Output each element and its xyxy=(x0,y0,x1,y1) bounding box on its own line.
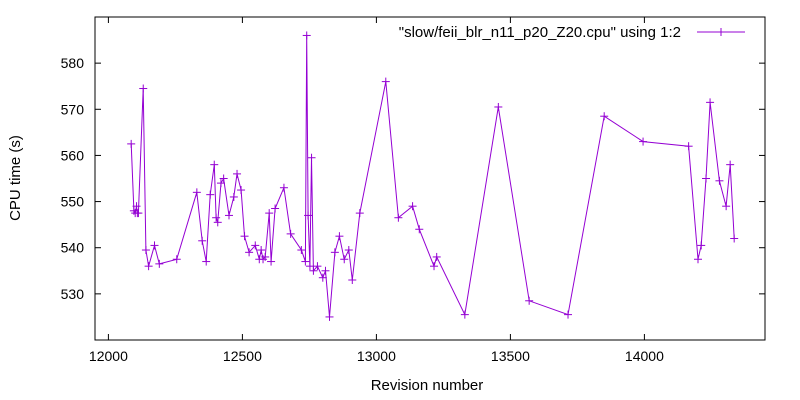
data-point xyxy=(229,192,238,201)
data-point xyxy=(206,190,215,199)
axis-tick-labels: 12000 12500 13000 13500 14000 530 540 550 560 570… xyxy=(61,55,664,364)
series-line xyxy=(130,35,735,317)
legend-marker xyxy=(717,28,725,36)
data-point xyxy=(225,211,233,220)
data-point xyxy=(335,232,344,241)
y-tick-label: 560 xyxy=(61,147,85,163)
data-point xyxy=(525,296,534,305)
data-point xyxy=(730,234,739,243)
data-point xyxy=(212,213,221,222)
data-point xyxy=(251,241,260,250)
data-point xyxy=(694,255,702,264)
data-point xyxy=(297,246,306,255)
legend-point xyxy=(717,28,725,36)
data-point xyxy=(261,252,270,261)
x-tick-label: 12000 xyxy=(89,348,128,364)
data-point xyxy=(639,137,648,146)
data-point xyxy=(198,236,207,245)
data-point xyxy=(305,262,314,271)
data-point xyxy=(144,262,153,271)
y-tick-label: 530 xyxy=(61,286,85,302)
x-axis-title: Revision number xyxy=(371,377,484,394)
x-tick-label: 12500 xyxy=(223,348,262,364)
data-point xyxy=(307,153,316,162)
data-point xyxy=(134,209,143,218)
data-point xyxy=(237,186,246,195)
y-tick-label: 570 xyxy=(61,101,85,117)
x-tick-label: 13000 xyxy=(357,348,396,364)
data-point xyxy=(394,213,403,222)
data-point xyxy=(460,310,469,319)
data-point xyxy=(344,246,353,255)
data-point xyxy=(355,209,364,218)
data-point xyxy=(564,310,573,319)
axis-ticks xyxy=(95,17,765,340)
data-point xyxy=(340,255,349,264)
x-tick-label: 14000 xyxy=(625,348,664,364)
data-point xyxy=(216,179,225,188)
data-point xyxy=(265,209,274,218)
data-point xyxy=(408,202,417,211)
data-point xyxy=(702,174,711,183)
data-point xyxy=(139,84,148,93)
data-point xyxy=(155,259,164,268)
data-point xyxy=(715,176,724,185)
data-point xyxy=(726,160,735,169)
data-point xyxy=(210,160,219,169)
data-point xyxy=(722,202,731,211)
data-point xyxy=(430,262,439,271)
data-point xyxy=(600,112,609,121)
data-point xyxy=(127,139,136,148)
data-point xyxy=(321,266,330,275)
plot-frame xyxy=(94,16,766,341)
y-tick-label: 550 xyxy=(61,194,85,210)
data-point xyxy=(432,252,441,261)
data-point xyxy=(494,102,503,111)
y-axis-title: CPU time (s) xyxy=(7,135,24,221)
data-point xyxy=(202,257,211,266)
data-point xyxy=(271,204,280,213)
data-point xyxy=(245,248,254,257)
x-tick-label: 13500 xyxy=(491,348,530,364)
data-point xyxy=(150,241,159,250)
y-tick-label: 580 xyxy=(61,55,85,71)
data-point xyxy=(304,211,313,220)
data-point xyxy=(325,312,334,321)
data-point xyxy=(302,31,311,40)
data-point xyxy=(330,248,339,257)
data-point xyxy=(240,232,249,241)
legend: "slow/feii_blr_n11_p20_Z20.cpu" using 1:… xyxy=(399,24,745,41)
data-point xyxy=(213,218,222,227)
data-point xyxy=(301,257,310,266)
data-point xyxy=(141,246,150,255)
data-point xyxy=(233,169,242,178)
data-point xyxy=(192,188,201,197)
data-point xyxy=(684,142,693,151)
data-point xyxy=(257,246,266,255)
data-point xyxy=(279,183,288,192)
data-point xyxy=(697,241,706,250)
data-point xyxy=(219,174,228,183)
data-point xyxy=(172,255,181,264)
data-point xyxy=(313,262,322,271)
series-points xyxy=(127,31,739,321)
data-point xyxy=(706,98,715,107)
legend-label: "slow/feii_blr_n11_p20_Z20.cpu" using 1:… xyxy=(399,24,681,41)
data-point xyxy=(286,229,295,238)
data-point xyxy=(348,276,357,285)
data-point xyxy=(132,202,141,211)
data-point xyxy=(309,266,318,275)
y-tick-label: 540 xyxy=(61,240,85,256)
data-point xyxy=(381,77,390,86)
data-point xyxy=(267,257,276,266)
data-point xyxy=(318,273,327,282)
data-point xyxy=(415,225,424,234)
